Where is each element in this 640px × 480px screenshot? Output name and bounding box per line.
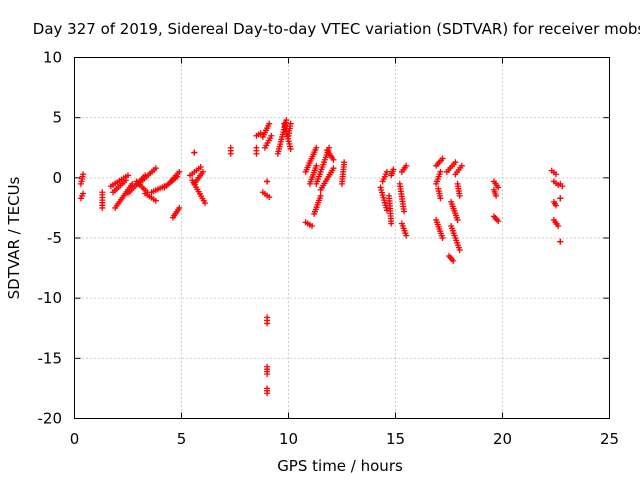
data-point: [403, 162, 410, 169]
data-point: [493, 192, 500, 199]
data-point: [452, 159, 459, 166]
data-point: [268, 132, 275, 139]
data-point: [456, 192, 463, 199]
data-point: [439, 235, 446, 241]
data-point: [152, 197, 159, 204]
data-point: [553, 202, 559, 209]
data-point: [264, 178, 271, 185]
data-point: [341, 159, 348, 166]
data-point: [495, 218, 502, 225]
data-point: [458, 162, 465, 169]
data-point: [287, 120, 294, 127]
y-tick-label: 5: [52, 109, 62, 127]
data-point: [317, 192, 324, 199]
data-point: [309, 222, 316, 229]
y-tick-label: 0: [52, 169, 62, 187]
data-point: [390, 166, 397, 173]
data-point: [283, 117, 290, 124]
data-point: [199, 168, 206, 175]
data-point: [266, 194, 273, 201]
data-point: [454, 216, 461, 223]
data-point: [125, 172, 131, 179]
data-point: [313, 144, 320, 151]
data-point: [553, 171, 559, 178]
grid: [74, 57, 610, 419]
data-point: [557, 238, 564, 245]
data-point: [80, 171, 87, 178]
data-point: [99, 204, 106, 211]
x-tick-label: 0: [70, 430, 80, 448]
y-tick-label: -15: [38, 349, 63, 367]
data-point: [176, 204, 183, 211]
data-point: [313, 162, 320, 169]
data-point: [264, 370, 271, 377]
y-tick-label: -20: [38, 410, 63, 428]
data-point: [287, 145, 294, 152]
data-point: [437, 168, 444, 175]
x-tick-label: 25: [600, 430, 619, 448]
data-point: [401, 208, 408, 215]
data-point: [264, 390, 271, 397]
data-point: [456, 247, 463, 254]
y-axis-label: SDTVAR / TECUs: [5, 176, 23, 299]
data-point: [80, 190, 87, 197]
data-point: [257, 130, 264, 137]
data-point: [495, 184, 502, 191]
data-point: [559, 183, 566, 190]
data-points: [77, 117, 566, 397]
data-point: [330, 165, 337, 172]
data-point: [388, 220, 395, 227]
data-point: [266, 120, 273, 127]
data-point: [330, 156, 337, 163]
data-point: [191, 149, 198, 156]
y-tick-label: -5: [47, 229, 62, 247]
data-point: [176, 168, 183, 175]
data-point: [152, 165, 159, 172]
data-point: [227, 150, 234, 157]
x-axis-label: GPS time / hours: [277, 457, 403, 475]
x-axis: 0 5 10 15 20 25: [70, 57, 619, 448]
data-point: [450, 257, 457, 264]
data-point: [202, 200, 209, 207]
data-point: [555, 222, 562, 229]
data-point: [437, 195, 444, 202]
x-tick-label: 20: [493, 430, 512, 448]
y-axis: -20 -15 -10 -5 0 5 10: [38, 49, 610, 428]
data-point: [122, 177, 129, 184]
x-tick-label: 5: [177, 430, 187, 448]
data-point: [264, 320, 271, 327]
data-point: [403, 232, 410, 239]
data-point: [253, 150, 260, 157]
data-point: [557, 195, 564, 202]
data-point: [383, 168, 390, 175]
y-tick-label: -10: [38, 289, 63, 307]
chart-title: Day 327 of 2019, Sidereal Day-to-day VTE…: [33, 20, 640, 38]
x-tick-label: 15: [386, 430, 405, 448]
x-tick-label: 10: [279, 430, 298, 448]
data-point: [383, 207, 390, 214]
data-point: [197, 164, 204, 171]
data-point: [439, 155, 446, 162]
y-tick-label: 10: [43, 49, 62, 67]
